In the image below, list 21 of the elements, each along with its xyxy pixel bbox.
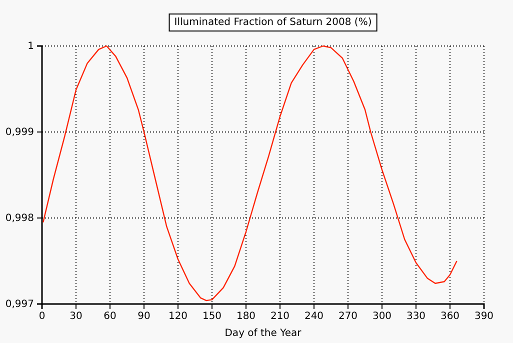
x-axis-title: Day of the Year [224, 328, 302, 339]
x-tick-label: 180 [236, 311, 256, 322]
x-tick-label: 330 [406, 311, 426, 322]
y-tick-label: 0,999 [5, 127, 34, 138]
x-tick-label: 390 [474, 311, 494, 322]
x-tick-label: 0 [38, 311, 46, 322]
line-series [42, 45, 458, 302]
x-tick-label: 300 [372, 311, 392, 322]
chart-title: Illuminated Fraction of Saturn 2008 (%) [174, 17, 372, 28]
y-tick-label: 1 [28, 41, 34, 52]
x-tick-label: 150 [202, 311, 222, 322]
x-tick-label: 240 [304, 311, 324, 322]
x-tick-label: 210 [270, 311, 290, 322]
x-tick-label: 90 [138, 311, 150, 322]
x-tick-label: 30 [70, 311, 82, 322]
x-tick-label: 60 [104, 311, 116, 322]
x-tick-label: 120 [168, 311, 188, 322]
y-tick-label: 0,997 [5, 299, 34, 310]
y-tick-label: 0,998 [5, 213, 34, 224]
x-tick-label: 360 [440, 311, 460, 322]
x-tick-label: 270 [338, 311, 358, 322]
